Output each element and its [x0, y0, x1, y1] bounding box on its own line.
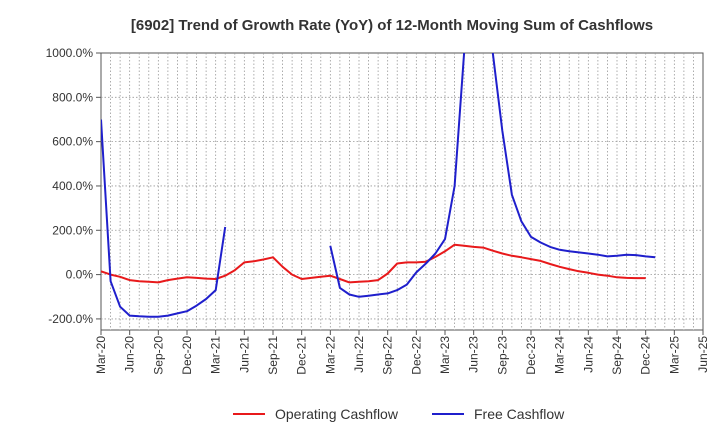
- y-tick-label: 0.0%: [66, 268, 94, 282]
- y-axis-ticks: 1000.0% 800.0% 600.0% 400.0% 200.0% 0.0% -200.…: [46, 46, 101, 326]
- x-tick-label: Dec-21: [295, 336, 309, 375]
- legend-label: Free Cashflow: [474, 406, 565, 422]
- x-tick-label: Dec-22: [409, 336, 423, 375]
- series-line-free-cashflow: [491, 53, 656, 259]
- y-tick-label: 1000.0%: [46, 46, 94, 60]
- x-tick-label: Sep-20: [151, 336, 165, 375]
- series-lines: [101, 53, 656, 318]
- x-tick-label: Sep-24: [610, 336, 624, 375]
- x-tick-label: Jun-21: [237, 336, 251, 373]
- x-tick-label: Mar-23: [438, 336, 452, 374]
- x-tick-label: Mar-20: [94, 336, 108, 374]
- series-line-free-cashflow: [101, 119, 227, 318]
- series-line-free-cashflow: [329, 53, 466, 298]
- x-tick-label: Mar-22: [323, 336, 337, 374]
- x-tick-label: Dec-24: [639, 336, 653, 375]
- y-tick-label: 200.0%: [52, 223, 93, 237]
- legend: Operating Cashflow Free Cashflow: [233, 406, 565, 422]
- legend-label: Operating Cashflow: [275, 406, 399, 422]
- x-tick-label: Jun-20: [123, 336, 137, 373]
- y-tick-label: 600.0%: [52, 135, 93, 149]
- x-axis-ticks: Mar-20 Jun-20 Sep-20 Dec-20 Mar-21 Jun-21 Sep-…: [94, 330, 710, 375]
- x-tick-label: Jun-23: [467, 336, 481, 373]
- x-gridlines: [110, 53, 694, 330]
- y-tick-label: -200.0%: [48, 312, 93, 326]
- x-tick-label: Sep-21: [266, 336, 280, 375]
- y-tick-label: 400.0%: [52, 179, 93, 193]
- x-tick-label: Jun-22: [352, 336, 366, 373]
- series-line-operating-cashflow: [101, 243, 646, 284]
- x-tick-label: Mar-25: [667, 336, 681, 374]
- x-tick-label: Dec-20: [180, 336, 194, 375]
- chart-title: [6902] Trend of Growth Rate (YoY) of 12-…: [131, 17, 653, 34]
- plot-area: [100, 52, 704, 331]
- x-tick-label: Jun-25: [696, 336, 710, 373]
- x-tick-label: Sep-23: [495, 336, 509, 375]
- x-tick-label: Dec-23: [524, 336, 538, 375]
- x-tick-label: Sep-22: [381, 336, 395, 375]
- x-tick-label: Mar-24: [553, 336, 567, 374]
- y-tick-label: 800.0%: [52, 90, 93, 104]
- x-tick-label: Jun-24: [581, 336, 595, 373]
- x-tick-label: Mar-21: [209, 336, 223, 374]
